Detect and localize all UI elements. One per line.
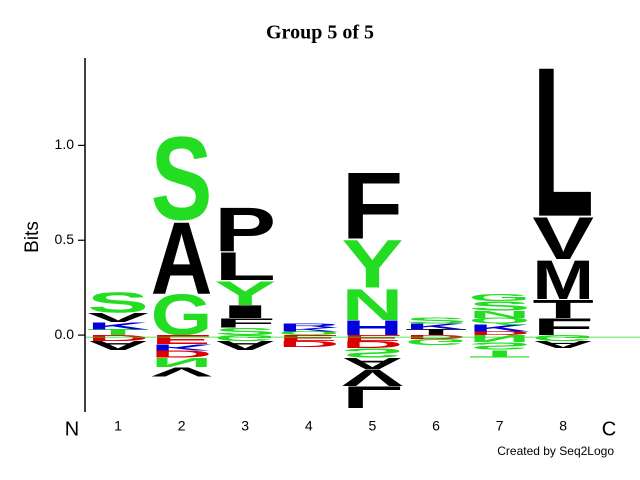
logo-letter: P <box>214 194 276 265</box>
logo-letter: A <box>151 201 213 316</box>
logo-letter: S <box>214 326 276 338</box>
logo-letter: S <box>342 345 404 360</box>
logo-letter: F <box>342 153 404 259</box>
chart-title: Group 5 of 5 <box>266 22 374 44</box>
logo-letter: S <box>469 299 531 314</box>
x-tick-label: 7 <box>496 418 504 434</box>
logo-letter: K <box>151 343 213 352</box>
logo-letter: F <box>532 314 594 340</box>
logo-letter: T <box>405 328 467 337</box>
logo-letter: L <box>342 380 404 415</box>
logo-letter: A <box>532 338 594 350</box>
x-tick-label: 6 <box>432 418 440 434</box>
logo-letter: K <box>405 322 467 331</box>
logo-letter: T <box>469 348 531 360</box>
logo-letter: V <box>87 310 149 325</box>
n-terminus-label: N <box>65 418 79 440</box>
logo-letter: E <box>342 333 404 342</box>
logo-letter: K <box>87 320 149 332</box>
logo-letter: V <box>151 364 213 379</box>
logo-letter: S <box>87 286 149 319</box>
x-tick-label: 3 <box>241 418 249 434</box>
logo-letter: N <box>342 280 404 330</box>
logo-letter: S <box>151 113 213 245</box>
logo-letter: D <box>469 330 531 336</box>
y-axis-label: Bits <box>22 221 43 253</box>
logo-letter: A <box>342 354 404 372</box>
logo-letter: Q <box>278 330 340 336</box>
logo-letter: M <box>532 250 594 312</box>
logo-letter: D <box>151 348 213 360</box>
logo-letter: G <box>405 337 467 346</box>
logo-letter: N <box>469 333 531 345</box>
logo-letter: G <box>532 333 594 342</box>
logo-letter: D <box>342 338 404 350</box>
logo-letter: K <box>469 322 531 334</box>
x-tick-label: 4 <box>305 418 313 434</box>
logo-letter: G <box>469 292 531 304</box>
logo-letter: D <box>278 339 340 348</box>
logo-letter: N <box>469 309 531 321</box>
y-tick-label: 0.5 <box>55 231 75 247</box>
logo-letter: L <box>532 23 594 261</box>
logo-letter: D <box>87 333 149 342</box>
logo-letter: K <box>278 327 340 333</box>
x-tick-label: 2 <box>178 418 186 434</box>
x-tick-label: 8 <box>559 418 567 434</box>
c-terminus-label: C <box>602 418 616 440</box>
x-tick-label: 1 <box>114 418 122 434</box>
logo-letter: E <box>151 332 213 347</box>
credit: Created by Seq2Logo <box>497 444 614 458</box>
logo-letter: E <box>278 333 340 342</box>
logo-letter: R <box>278 323 340 329</box>
logo-letter: F <box>214 316 276 331</box>
y-tick-label: 1.0 <box>55 136 75 152</box>
logo-letter: S <box>405 317 467 326</box>
logo-letter: G <box>214 333 276 342</box>
logo-letter: T <box>87 328 149 337</box>
logo-letter: I <box>214 302 276 323</box>
logo-letter: V <box>342 364 404 390</box>
logo-letter: L <box>214 245 276 289</box>
logo-letter: A <box>87 338 149 353</box>
logo-letter: Q <box>469 317 531 326</box>
x-tick-label: 5 <box>369 418 377 434</box>
y-tick-label: 0.0 <box>55 326 75 342</box>
logo-letter: N <box>151 355 213 370</box>
logo-letter: S <box>469 340 531 352</box>
logo-letter: H <box>342 316 404 339</box>
logo-letter: T <box>532 295 594 324</box>
logo-letter: Y <box>342 226 404 303</box>
logo-letter: A <box>214 338 276 353</box>
logo-letter: Y <box>214 274 276 312</box>
logo-letter: V <box>532 204 594 272</box>
